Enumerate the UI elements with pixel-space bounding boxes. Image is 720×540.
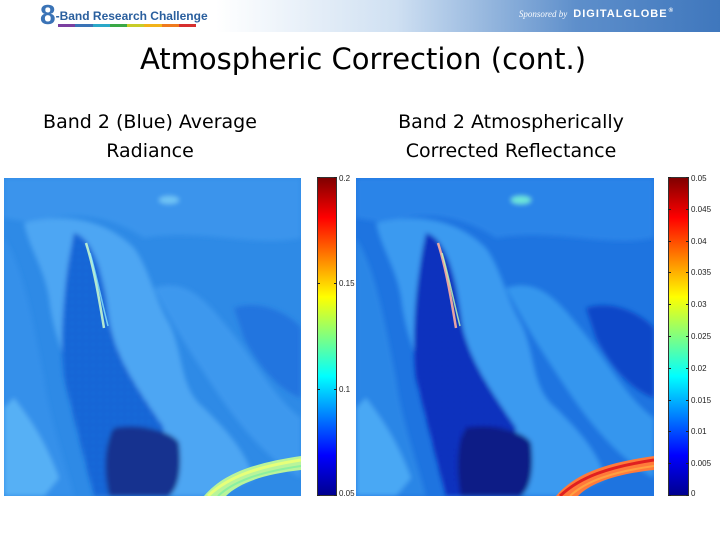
- logo-number: 8: [40, 0, 56, 30]
- left-panel-label: Band 2 (Blue) Average Radiance: [20, 108, 280, 166]
- colorbar-tick-mark: [317, 283, 320, 284]
- left-map-image: [4, 178, 301, 496]
- header-banner: 8 -Band Research Challenge Sponsored by …: [0, 0, 720, 32]
- sponsor-label: Sponsored by: [518, 9, 568, 19]
- logo-bar-segment: [58, 24, 76, 27]
- colorbar-tick-label: 0.025: [691, 332, 712, 341]
- colorbar-tick-mark: [668, 367, 671, 369]
- colorbar-tick-mark: [668, 336, 671, 337]
- trademark-icon: ®: [668, 8, 674, 15]
- colorbar-tick-mark: [686, 367, 689, 369]
- colorbar-tick-mark: [686, 399, 689, 401]
- colorbar-tick-label: 0.15: [339, 279, 355, 288]
- logo-bar-segment: [127, 24, 145, 27]
- right-label-line2: Corrected Reflectance: [405, 140, 617, 162]
- sponsor: Sponsored by DIGITALGLOBE®: [519, 8, 674, 20]
- colorbar-tick-mark: [668, 208, 671, 210]
- colorbar-tick-mark: [668, 431, 671, 433]
- logo-bar-segment: [75, 24, 93, 27]
- colorbar-tick-mark: [686, 208, 689, 210]
- colorbar-tick-mark: [668, 240, 671, 242]
- left-label-line1: Band 2 (Blue) Average: [43, 111, 257, 133]
- colorbar-tick-mark: [334, 177, 337, 178]
- colorbar-tick-label: 0.02: [691, 363, 707, 373]
- colorbar-tick-mark: [686, 272, 689, 274]
- colorbar-tick-label: 0: [691, 489, 696, 498]
- colorbar-tick-mark: [317, 389, 320, 390]
- colorbar-tick-label: 0.005: [691, 459, 712, 469]
- colorbar-tick-label: 0.04: [691, 236, 707, 246]
- logo-bar-segment: [109, 24, 127, 27]
- colorbar-tick-label: 0.03: [691, 300, 707, 310]
- colorbar-tick-label: 0.05: [339, 489, 355, 498]
- colorbar-tick-mark: [668, 399, 671, 401]
- colorbar-tick-label: 0.05: [691, 174, 707, 183]
- colorbar-tick-label: 0.015: [691, 395, 712, 405]
- sponsor-brand: DIGITALGLOBE®: [573, 8, 674, 20]
- right-map-image: [356, 178, 654, 496]
- colorbar-tick-mark: [334, 283, 337, 284]
- colorbar-tick-mark: [686, 240, 689, 242]
- left-radiance-map: [4, 178, 301, 496]
- colorbar-tick-label: 0.045: [691, 204, 712, 214]
- logo-text: -Band Research Challenge: [55, 9, 208, 23]
- colorbar-tick-mark: [334, 495, 337, 496]
- colorbar-tick-mark: [686, 177, 689, 178]
- colorbar-tick-mark: [317, 177, 320, 178]
- colorbar-tick-mark: [668, 272, 671, 274]
- colorbar-tick-mark: [668, 463, 671, 465]
- colorbar-tick-label: 0.01: [691, 427, 707, 437]
- colorbar-tick-mark: [668, 495, 671, 496]
- logo-bar-segment: [178, 24, 196, 27]
- left-label-line2: Radiance: [106, 140, 194, 162]
- sponsor-brand-text: DIGITALGLOBE: [573, 8, 668, 20]
- right-label-line1: Band 2 Atmospherically: [398, 111, 624, 133]
- colorbar-tick-mark: [686, 336, 689, 337]
- logo-bar-segment: [161, 24, 179, 27]
- logo-bar-segment: [144, 24, 162, 27]
- colorbar-tick-label: 0.035: [691, 268, 712, 278]
- left-colorbar: [317, 177, 337, 496]
- logo-bar-segment: [92, 24, 110, 27]
- colorbar-tick-mark: [317, 495, 320, 496]
- colorbar-tick-mark: [686, 495, 689, 496]
- right-panel-label: Band 2 Atmospherically Corrected Reflect…: [380, 108, 642, 166]
- colorbar-tick-mark: [334, 389, 337, 390]
- right-reflectance-map: [356, 178, 654, 496]
- colorbar-tick-mark: [668, 177, 671, 178]
- colorbar-tick-label: 0.2: [339, 174, 351, 183]
- challenge-logo: 8 -Band Research Challenge: [40, 1, 208, 29]
- logo-color-bar: [58, 24, 196, 27]
- colorbar-tick-mark: [686, 431, 689, 433]
- slide-title: Atmospheric Correction (cont.): [139, 42, 587, 76]
- colorbar-tick-label: 0.1: [339, 385, 351, 394]
- colorbar-tick-mark: [668, 304, 671, 306]
- colorbar-tick-mark: [686, 304, 689, 306]
- colorbar-tick-mark: [686, 463, 689, 465]
